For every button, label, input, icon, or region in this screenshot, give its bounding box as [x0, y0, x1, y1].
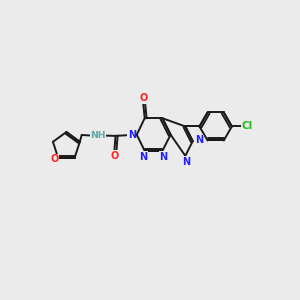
Text: N: N: [139, 152, 147, 162]
Text: NH: NH: [90, 131, 106, 140]
Text: N: N: [159, 152, 167, 162]
Text: N: N: [182, 157, 190, 167]
Text: O: O: [50, 154, 59, 164]
Text: O: O: [110, 151, 118, 161]
Text: N: N: [128, 130, 136, 140]
Text: Cl: Cl: [242, 122, 253, 131]
Text: O: O: [139, 93, 147, 103]
Text: N: N: [195, 135, 203, 145]
